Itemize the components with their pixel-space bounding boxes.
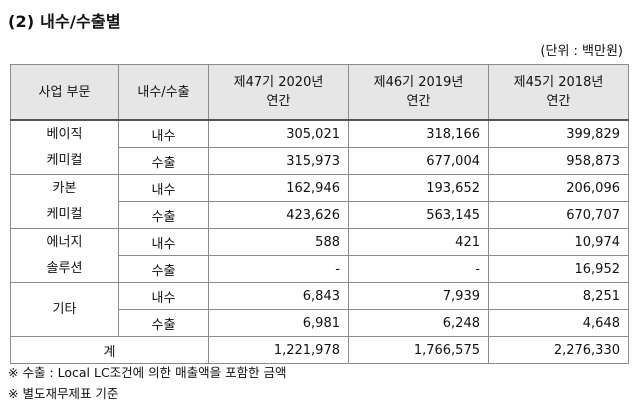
type-cell: 내수 [118, 119, 209, 148]
value-cell: 10,974 [488, 228, 629, 256]
header-row: 사업 부문 내수/수출 제47기 2020년 연간 제46기 2019년 연간 제4… [10, 64, 629, 121]
type-cell: 내수 [118, 228, 209, 256]
total-value: 1,221,978 [208, 336, 349, 364]
value-cell: 421 [348, 228, 489, 256]
table-row: 카본 케미컬 내수 162,946 193,652 206,096 [10, 174, 629, 229]
type-cell: 내수 [118, 174, 209, 202]
type-cell: 수출 [118, 255, 209, 283]
table-row: 기타 내수 6,843 7,939 8,251 [10, 282, 629, 337]
value-cell: 6,981 [208, 309, 349, 337]
type-cell: 수출 [118, 309, 209, 337]
value-cell: 588 [208, 228, 349, 256]
value-cell: - [208, 255, 349, 283]
segment-cell: 에너지 솔루션 [10, 228, 119, 283]
value-cell: - [348, 255, 489, 283]
header-type: 내수/수출 [118, 64, 209, 121]
value-cell: 670,707 [488, 201, 629, 229]
total-value: 1,766,575 [348, 336, 489, 364]
total-value: 2,276,330 [488, 336, 629, 364]
header-2018: 제45기 2018년 연간 [488, 64, 629, 121]
segment-cell: 기타 [10, 282, 119, 337]
header-2020: 제47기 2020년 연간 [208, 64, 349, 121]
value-cell: 162,946 [208, 174, 349, 202]
value-cell: 6,248 [348, 309, 489, 337]
header-segment: 사업 부문 [10, 64, 119, 121]
value-cell: 399,829 [488, 119, 629, 148]
value-cell: 206,096 [488, 174, 629, 202]
table-row: 에너지 솔루션 내수 588 421 10,974 [10, 228, 629, 283]
table-row: 베이직 케미컬 내수 305,021 318,166 399,829 [10, 119, 629, 175]
footnote: ※ 별도재무제표 기준 [8, 386, 119, 401]
value-cell: 193,652 [348, 174, 489, 202]
unit-label: (단위 : 백만원) [540, 44, 623, 59]
table-row: 수출 315,973 677,004 958,873 [11, 147, 629, 175]
section-title: (2) 내수/수출별 [8, 12, 121, 31]
type-cell: 내수 [118, 282, 209, 310]
value-cell: 563,145 [348, 201, 489, 229]
value-cell: 677,004 [348, 147, 489, 175]
table-row: 수출 423,626 563,145 670,707 [11, 201, 629, 229]
segment-cell: 베이직 케미컬 [10, 119, 119, 175]
table-row: 수출 - - 16,952 [11, 255, 629, 283]
header-2019: 제46기 2019년 연간 [348, 64, 489, 121]
value-cell: 305,021 [208, 119, 349, 148]
total-label: 계 [10, 336, 209, 364]
value-cell: 315,973 [208, 147, 349, 175]
sales-table: 사업 부문 내수/수출 제47기 2020년 연간 제46기 2019년 연간 제4… [10, 64, 629, 364]
footnotes: ※ 수출 : Local LC조건에 의한 매출액을 포함한 금액 ※ 별도재무… [8, 362, 287, 404]
type-cell: 수출 [118, 147, 209, 175]
footnote: ※ 수출 : Local LC조건에 의한 매출액을 포함한 금액 [8, 365, 287, 380]
segment-cell: 카본 케미컬 [10, 174, 119, 229]
value-cell: 8,251 [488, 282, 629, 310]
type-cell: 수출 [118, 201, 209, 229]
value-cell: 7,939 [348, 282, 489, 310]
total-row: 계 1,221,978 1,766,575 2,276,330 [10, 336, 629, 364]
value-cell: 318,166 [348, 119, 489, 148]
value-cell: 423,626 [208, 201, 349, 229]
value-cell: 16,952 [488, 255, 629, 283]
value-cell: 958,873 [488, 147, 629, 175]
value-cell: 6,843 [208, 282, 349, 310]
value-cell: 4,648 [488, 309, 629, 337]
